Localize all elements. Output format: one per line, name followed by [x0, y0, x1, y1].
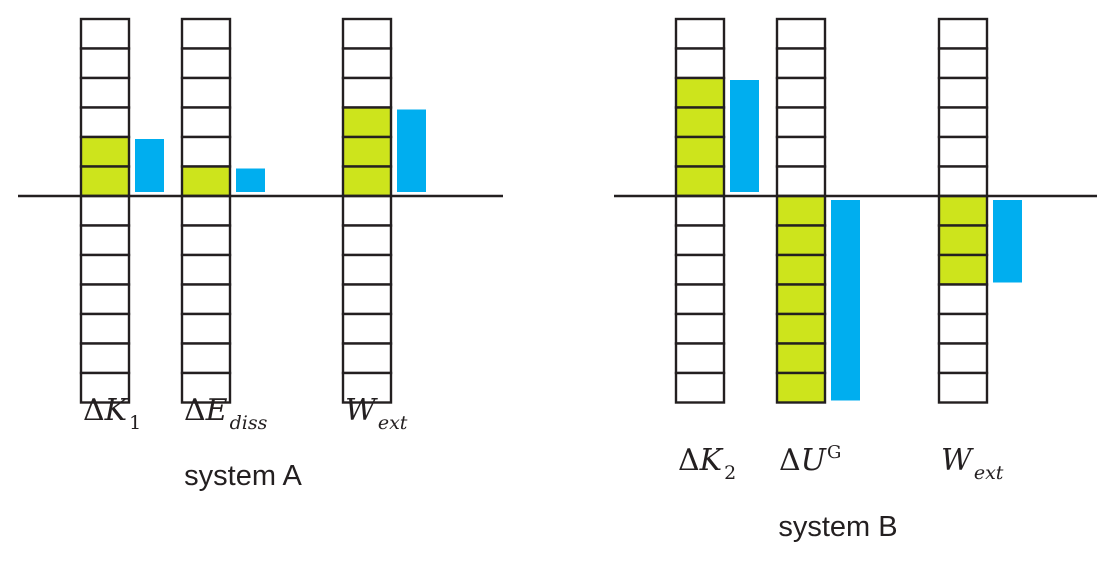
wext-b-bar: [993, 200, 1022, 283]
delta-ug-b-grid-cell: [775, 76, 827, 109]
delta-ug-b-filled-cell: [775, 283, 827, 316]
wext-a-grid-cell: [341, 194, 393, 227]
delta-k2-b-filled-cell: [674, 135, 726, 168]
delta-ug-b-filled-cell: [775, 224, 827, 257]
wext-a-grid-cell: [341, 342, 393, 375]
delta-ediss-a-grid-cell: [180, 106, 232, 139]
delta-k2-b-grid-cell: [674, 47, 726, 80]
wext-b-filled-cell: [937, 224, 989, 257]
delta-k2-b-bar: [730, 80, 759, 192]
delta-k1-a-grid-cell: [79, 47, 131, 80]
wext-b-filled-cell: [937, 253, 989, 286]
delta-k2-b-grid-cell: [674, 194, 726, 227]
delta-k1-a-grid-cell: [79, 224, 131, 257]
delta-ediss-a-grid-cell: [180, 47, 232, 80]
wext-a-filled-cell: [341, 106, 393, 139]
delta-ediss-a-filled-cell: [180, 165, 232, 198]
delta-k1-a-bar: [135, 139, 164, 192]
delta-ediss-a-grid-cell: [180, 224, 232, 257]
wext-a-grid-cell: [341, 17, 393, 50]
delta-k2-b-filled-cell: [674, 76, 726, 109]
delta-k1-a-grid-cell: [79, 17, 131, 50]
wext-a-grid-cell: [341, 283, 393, 316]
delta-ediss-a-bar: [236, 168, 265, 192]
delta-ediss-a-grid-cell: [180, 17, 232, 50]
delta-k2-b-filled-cell: [674, 106, 726, 139]
delta-k1-a-grid-cell: [79, 283, 131, 316]
delta-ug-b-filled-cell: [775, 194, 827, 227]
delta-k1-a-grid-cell: [79, 342, 131, 375]
wext-b-grid-cell: [937, 371, 989, 404]
delta-k2-b-label: ΔK 2: [678, 443, 736, 484]
wext-b-grid-cell: [937, 47, 989, 80]
delta-ug-b-grid-cell: [775, 165, 827, 198]
system-a-label: system A: [184, 460, 302, 492]
wext-b-grid-cell: [937, 165, 989, 198]
wext-a-grid-cell: [341, 76, 393, 109]
wext-b-grid-cell: [937, 135, 989, 168]
wext-a-grid-cell: [341, 371, 393, 404]
delta-ug-b-bar: [831, 200, 860, 401]
delta-ug-b-filled-cell: [775, 253, 827, 286]
delta-k2-b-grid-cell: [674, 17, 726, 50]
delta-k1-a-grid-cell: [79, 76, 131, 109]
delta-ediss-a-grid-cell: [180, 283, 232, 316]
delta-k1-a-label: ΔK 1: [83, 393, 141, 434]
delta-ediss-a-grid-cell: [180, 135, 232, 168]
wext-a-filled-cell: [341, 165, 393, 198]
delta-k1-a-grid-cell: [79, 253, 131, 286]
delta-ug-b-grid-cell: [775, 17, 827, 50]
delta-ediss-a-grid-cell: [180, 76, 232, 109]
wext-b-grid-cell: [937, 342, 989, 375]
wext-b-grid-cell: [937, 312, 989, 345]
wext-a-grid-cell: [341, 312, 393, 345]
wext-a-grid-cell: [341, 47, 393, 80]
delta-k2-b-grid-cell: [674, 342, 726, 375]
delta-ug-b-grid-cell: [775, 135, 827, 168]
delta-ug-b-grid-cell: [775, 47, 827, 80]
delta-k1-a-filled-cell: [79, 165, 131, 198]
delta-ug-b-label: ΔUG: [779, 442, 841, 478]
delta-k2-b-grid-cell: [674, 371, 726, 404]
delta-ug-b-filled-cell: [775, 312, 827, 345]
delta-ediss-a-grid-cell: [180, 253, 232, 286]
delta-ug-b-filled-cell: [775, 371, 827, 404]
wext-b-filled-cell: [937, 194, 989, 227]
system-b-label: system B: [778, 511, 897, 543]
wext-a-grid-cell: [341, 224, 393, 257]
wext-a-filled-cell: [341, 135, 393, 168]
wext-a-bar: [397, 109, 426, 192]
delta-k2-b-grid-cell: [674, 283, 726, 316]
delta-k1-a-grid-cell: [79, 312, 131, 345]
delta-k1-a-grid-cell: [79, 106, 131, 139]
delta-k2-b-grid-cell: [674, 253, 726, 286]
delta-k2-b-grid-cell: [674, 224, 726, 257]
wext-a-grid-cell: [341, 253, 393, 286]
wext-b-grid-cell: [937, 283, 989, 316]
delta-ediss-a-label: ΔE diss: [184, 393, 268, 434]
delta-ediss-a-grid-cell: [180, 194, 232, 227]
delta-ediss-a-grid-cell: [180, 312, 232, 345]
wext-b-grid-cell: [937, 76, 989, 109]
delta-ediss-a-grid-cell: [180, 371, 232, 404]
delta-k1-a-grid-cell: [79, 194, 131, 227]
wext-b-grid-cell: [937, 106, 989, 139]
wext-b-grid-cell: [937, 17, 989, 50]
delta-k1-a-filled-cell: [79, 135, 131, 168]
delta-k2-b-filled-cell: [674, 165, 726, 198]
delta-ediss-a-grid-cell: [180, 342, 232, 375]
delta-k1-a-grid-cell: [79, 371, 131, 404]
delta-k2-b-grid-cell: [674, 312, 726, 345]
delta-ug-b-grid-cell: [775, 106, 827, 139]
delta-ug-b-filled-cell: [775, 342, 827, 375]
